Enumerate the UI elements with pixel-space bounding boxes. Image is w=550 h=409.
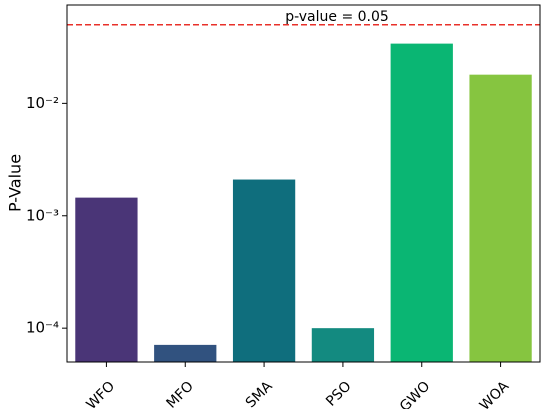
x-tick-label: SMA (243, 378, 276, 409)
x-tick-label: PSO (323, 378, 354, 409)
bar (469, 74, 532, 363)
x-tick-label: GWO (397, 378, 434, 409)
y-tick-label: 10⁻⁴ (26, 319, 59, 337)
x-tick-label: WFO (83, 378, 118, 409)
y-tick-label: 10⁻² (26, 94, 59, 112)
bar (75, 197, 138, 362)
x-tick-label: WOA (477, 378, 513, 409)
bar (154, 344, 217, 362)
bar (390, 43, 453, 363)
y-axis-label: P-Value (6, 154, 25, 212)
x-tick-label: MFO (164, 378, 197, 409)
y-tick-label: 10⁻³ (26, 206, 59, 224)
bar (311, 328, 375, 362)
reference-label: p-value = 0.05 (285, 9, 389, 25)
bar (232, 179, 296, 362)
plot-frame (66, 4, 541, 363)
